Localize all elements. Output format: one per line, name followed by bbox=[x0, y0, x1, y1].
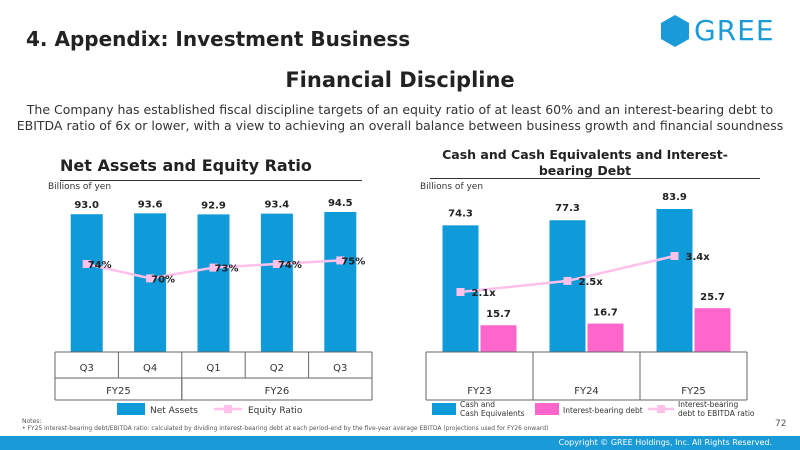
debt-ebitda-ratio-label: 2.5x bbox=[579, 277, 604, 288]
equity-ratio-marker bbox=[336, 256, 345, 265]
net-assets-bar bbox=[260, 213, 293, 352]
left-x-tick-label: Q2 bbox=[270, 363, 284, 374]
left-group-label: FY25 bbox=[106, 386, 131, 397]
net-assets-value-label: 93.4 bbox=[265, 200, 290, 211]
cash-value-label: 77.3 bbox=[555, 203, 580, 214]
net-assets-value-label: 94.5 bbox=[328, 198, 353, 209]
legend-cash-label: Cash and Cash Equivalents bbox=[460, 400, 525, 418]
net-assets-value-label: 92.9 bbox=[201, 200, 226, 211]
left-x-tick-label: Q1 bbox=[206, 363, 220, 374]
cash-bar bbox=[549, 220, 586, 352]
equity-ratio-marker bbox=[272, 260, 281, 268]
legend-debt-label: Interest-bearing debt bbox=[563, 406, 643, 415]
copyright-text: Copyright © GREE Holdings, Inc. All Righ… bbox=[558, 438, 772, 447]
debt-ebitda-ratio-label: 2.1x bbox=[472, 288, 497, 299]
logo-text: GREE bbox=[694, 14, 775, 47]
cash-bar bbox=[656, 209, 693, 352]
debt-value-label: 16.7 bbox=[593, 308, 618, 319]
net-assets-value-label: 93.0 bbox=[74, 200, 99, 211]
notes-label: Notes: bbox=[22, 418, 42, 425]
hexagon-logo-icon bbox=[661, 15, 689, 47]
legend-net-assets-label: Net Assets bbox=[150, 406, 198, 416]
left-chart-title: Net Assets and Equity Ratio bbox=[60, 156, 312, 175]
right-x-tick-label: FY25 bbox=[681, 386, 706, 397]
right-chart-title: Cash and Cash Equivalents and Interest-b… bbox=[442, 147, 728, 178]
equity-ratio-label: 74% bbox=[278, 260, 302, 271]
left-title-underline bbox=[60, 180, 362, 181]
cash-value-label: 74.3 bbox=[448, 208, 473, 219]
legend-equity-ratio-marker bbox=[224, 405, 232, 413]
debt-bar bbox=[694, 308, 731, 352]
page-number: 72 bbox=[775, 419, 787, 429]
left-unit-label: Billions of yen bbox=[48, 182, 112, 192]
net-assets-bar bbox=[134, 213, 167, 352]
notes-text: • FY25 interest-bearing debt/EBITDA rati… bbox=[22, 425, 549, 432]
net-assets-chart: 93.0 93.6 92.9 93.4 94.5 74% 70% 73% 74% 75% Q3 Q4 Q… bbox=[54, 192, 755, 418]
equity-ratio-marker bbox=[82, 260, 91, 268]
debt-value-label: 25.7 bbox=[700, 292, 725, 303]
net-assets-bar bbox=[70, 214, 103, 352]
debt-bar bbox=[587, 323, 624, 352]
footer-bar: Copyright © GREE Holdings, Inc. All Righ… bbox=[0, 436, 800, 450]
gree-logo: GREE bbox=[660, 14, 780, 48]
debt-bar bbox=[480, 325, 517, 352]
legend-debt-swatch bbox=[535, 403, 559, 415]
legend-net-assets-swatch bbox=[117, 403, 145, 415]
net-assets-bar bbox=[197, 214, 230, 352]
debt-value-label: 15.7 bbox=[486, 309, 511, 320]
net-assets-value-label: 93.6 bbox=[138, 199, 163, 210]
page-title: Financial Discipline bbox=[285, 68, 515, 92]
equity-ratio-label: 70% bbox=[151, 274, 175, 285]
debt-ebitda-ratio-marker bbox=[563, 276, 572, 285]
cash-value-label: 83.9 bbox=[662, 192, 687, 203]
left-x-tick-label: Q3 bbox=[80, 363, 94, 374]
equity-ratio-label: 75% bbox=[341, 256, 365, 267]
equity-ratio-marker bbox=[146, 274, 155, 283]
right-x-tick-label: FY23 bbox=[467, 386, 492, 397]
equity-ratio-label: 73% bbox=[215, 264, 239, 275]
left-x-tick-label: Q4 bbox=[143, 363, 157, 374]
right-unit-label: Billions of yen bbox=[420, 182, 484, 192]
legend-debt-ratio-marker bbox=[657, 405, 665, 413]
equity-ratio-label: 74% bbox=[88, 260, 112, 271]
net-assets-bar bbox=[324, 212, 357, 352]
debt-ebitda-ratio-marker bbox=[456, 288, 465, 296]
debt-ebitda-ratio-label: 3.4x bbox=[686, 252, 711, 263]
equity-ratio-marker bbox=[209, 263, 218, 272]
legend-equity-ratio-label: Equity Ratio bbox=[248, 406, 303, 416]
description-text: The Company has established fiscal disci… bbox=[16, 102, 784, 133]
legend-debt-ratio-label: Interest-bearing debt to EBITDA ratio bbox=[678, 400, 755, 418]
right-x-tick-label: FY24 bbox=[574, 386, 599, 397]
left-group-label: FY26 bbox=[265, 386, 290, 397]
debt-ebitda-ratio-marker bbox=[670, 252, 679, 260]
left-x-tick-label: Q3 bbox=[333, 363, 347, 374]
legend-cash-swatch bbox=[432, 403, 456, 415]
right-title-underline bbox=[430, 178, 760, 179]
section-title: 4. Appendix: Investment Business bbox=[26, 27, 411, 51]
